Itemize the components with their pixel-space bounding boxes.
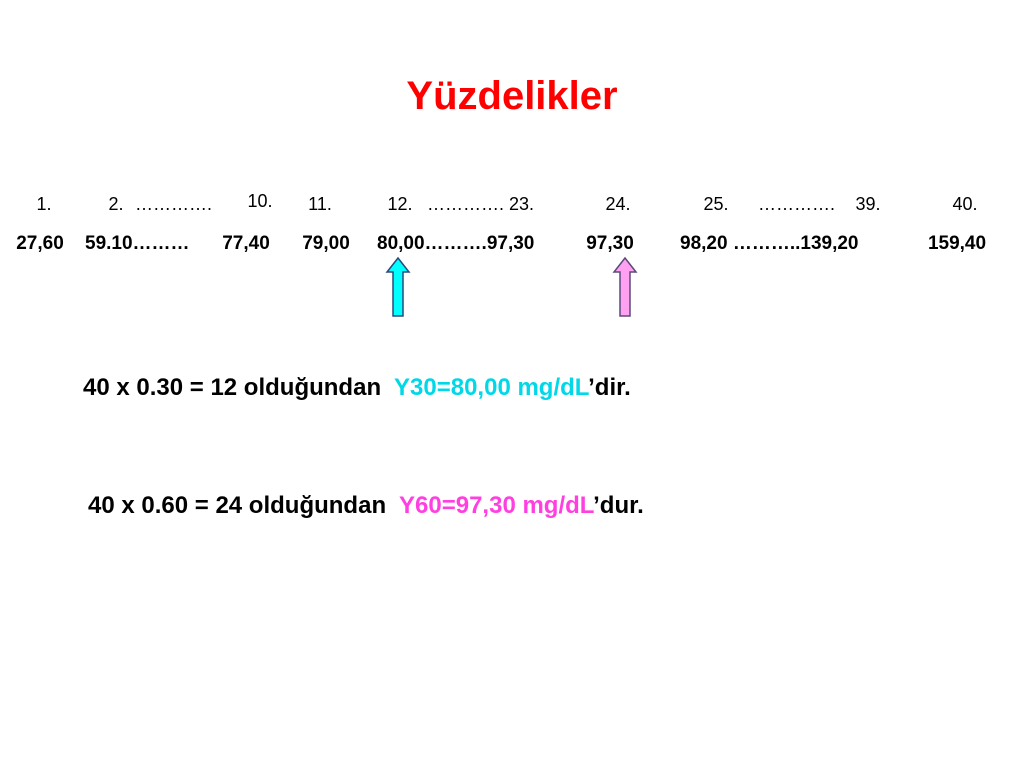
sentence-highlight: Y30=80,00 mg/dL bbox=[394, 374, 589, 401]
value: 97,30 bbox=[586, 233, 634, 254]
sentence: 40 x 0.60 = 24 olduğundan Y60=97,30 mg/d… bbox=[88, 494, 644, 518]
rank: 40. bbox=[952, 194, 978, 214]
rank: 10. bbox=[247, 191, 273, 211]
rank: 1. bbox=[36, 194, 52, 214]
sentence-highlight: Y60=97,30 mg/dL bbox=[399, 492, 594, 519]
sentence-suffix: ’dir. bbox=[588, 374, 631, 401]
value: 59.10……… bbox=[85, 233, 190, 254]
arrow-pink bbox=[612, 256, 638, 317]
rank: 11. bbox=[308, 194, 332, 214]
value: 98,20 ………..139,20 bbox=[680, 233, 859, 254]
rank-ellipsis: …………. bbox=[135, 194, 213, 214]
value: 79,00 bbox=[302, 233, 350, 254]
slide-title: Yüzdelikler bbox=[406, 74, 618, 118]
sentence-suffix: ’dur. bbox=[593, 492, 644, 519]
rank: 12. bbox=[387, 194, 413, 214]
rank: 2. bbox=[108, 194, 124, 214]
sentence: 40 x 0.30 = 12 olduğundan Y30=80,00 mg/d… bbox=[83, 376, 631, 400]
sentence-text: 40 x 0.30 = 12 olduğundan bbox=[83, 374, 382, 401]
value: 27,60 bbox=[16, 233, 64, 254]
rank: 24. bbox=[605, 194, 631, 214]
sentence-text: 40 x 0.60 = 24 olduğundan bbox=[88, 492, 387, 519]
arrow-cyan bbox=[385, 256, 411, 317]
rank-ellipsis: …………. bbox=[758, 194, 836, 214]
rank: 39. bbox=[855, 194, 881, 214]
value: 80,00……….97,30 bbox=[377, 233, 535, 254]
rank: 25. bbox=[703, 194, 729, 214]
value: 77,40 bbox=[222, 233, 270, 254]
value: 159,40 bbox=[927, 233, 987, 254]
rank: …………. 23. bbox=[427, 194, 535, 214]
